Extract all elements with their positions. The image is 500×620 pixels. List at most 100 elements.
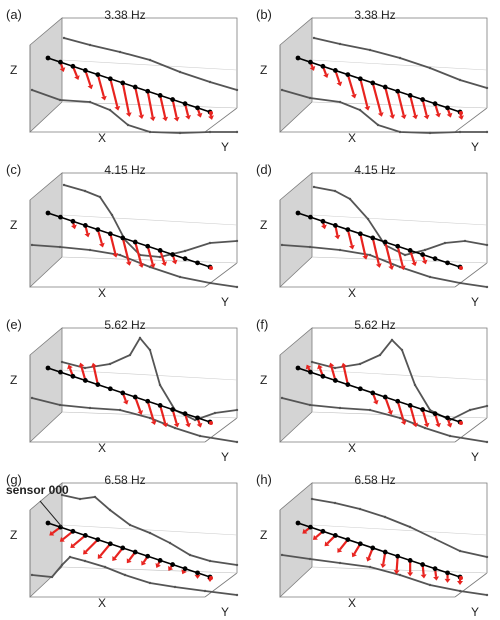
profile-node	[158, 383, 162, 387]
mode-arrow	[146, 91, 154, 118]
mode-arrow-head	[446, 422, 453, 428]
mode-arrow-head	[59, 536, 65, 542]
sensor-node	[82, 378, 88, 383]
profile-node	[428, 66, 432, 70]
profile-node	[103, 565, 107, 569]
profile-node	[108, 362, 112, 366]
profile-node	[428, 275, 432, 279]
profile-node	[235, 130, 239, 134]
bottom-profile-line	[31, 397, 238, 443]
profile-node	[50, 575, 54, 579]
sensor-node	[432, 101, 438, 107]
sensor-node	[308, 214, 313, 220]
profile-node	[108, 108, 112, 112]
mode-arrow-head	[125, 261, 132, 266]
profile-node	[398, 416, 402, 420]
z-axis-label: Z	[260, 373, 268, 387]
mode-arrow	[121, 82, 130, 114]
profile-node	[428, 131, 432, 135]
profile-node	[148, 531, 152, 535]
mid-guide-line	[311, 524, 488, 536]
mode-arrow-head	[365, 556, 372, 562]
sensor-node	[58, 214, 63, 220]
mode-arrow-head	[435, 422, 441, 428]
mode-arrow-head	[155, 563, 161, 568]
sensor-node	[157, 92, 163, 98]
sensor-end-marker	[209, 576, 213, 580]
back-wall	[29, 482, 63, 598]
mode-arrow	[80, 366, 87, 381]
sensor-node	[420, 97, 426, 102]
mode-plot	[29, 482, 239, 598]
profile-node	[88, 248, 92, 252]
mode-arrow-head	[74, 75, 80, 81]
sensor-node	[107, 386, 113, 392]
profile-node	[485, 285, 489, 289]
sensor-end-marker	[209, 111, 213, 115]
profile-node	[408, 525, 412, 529]
profile-node	[358, 507, 362, 511]
mode-arrow	[121, 237, 130, 263]
profile-node	[280, 396, 284, 400]
mode-arrow-head	[185, 422, 191, 428]
profile-node	[368, 48, 372, 52]
frequency-label: 3.38 Hz	[354, 8, 396, 22]
profile-node	[398, 573, 402, 577]
mode-arrow	[346, 74, 355, 95]
sensor-node	[420, 252, 426, 257]
box-floor-side	[204, 572, 238, 598]
y-axis-label: Y	[221, 295, 230, 309]
mode-arrow	[409, 95, 417, 116]
mode-arrow-head	[138, 114, 145, 119]
y-axis-label: Y	[471, 295, 480, 309]
mode-arrow-head	[125, 112, 132, 117]
sensor-node	[320, 373, 326, 379]
profile-node	[398, 56, 402, 60]
z-axis-label: Z	[10, 528, 18, 542]
mid-guide-line	[61, 59, 238, 71]
panel-label: (h)	[256, 472, 272, 487]
profile-node	[458, 130, 462, 134]
mode-arrow-head	[400, 420, 407, 426]
sensor-node	[45, 55, 51, 61]
mode-arrow	[134, 86, 143, 116]
back-wall	[29, 17, 63, 133]
profile-node	[312, 185, 316, 189]
profile-node	[458, 78, 462, 82]
mid-guide-line	[311, 369, 488, 381]
box-frame-top	[312, 327, 488, 418]
mode-arrow-head	[141, 560, 147, 566]
profile-node	[62, 183, 66, 187]
profile-node	[485, 404, 489, 408]
mode-arrow-head	[126, 558, 132, 564]
profile-node	[463, 239, 467, 243]
profile-node	[168, 541, 172, 545]
profile-node	[62, 36, 66, 40]
sensor-node	[295, 55, 301, 61]
top-profile-line	[63, 184, 238, 258]
profile-node	[148, 130, 152, 134]
mode-arrow-head	[161, 261, 167, 267]
mode-arrow-head	[149, 263, 156, 269]
sensor-node	[82, 533, 88, 538]
mode-arrow-head	[423, 114, 430, 120]
profile-node	[383, 515, 387, 519]
bottom-profile-line	[281, 244, 488, 288]
sensor-node	[157, 557, 163, 563]
sensor-node	[120, 390, 126, 396]
sensor-node	[182, 256, 188, 262]
mode-arrow	[109, 78, 119, 108]
sensor-node	[445, 570, 450, 576]
profile-node	[108, 508, 112, 512]
mode-arrow-head	[446, 112, 453, 118]
mode-arrow	[134, 396, 142, 412]
mode-arrow	[371, 82, 382, 114]
mode-arrow	[109, 233, 117, 255]
profile-node	[485, 593, 489, 597]
y-axis-label: Y	[221, 140, 230, 154]
y-axis-label: Y	[471, 605, 480, 619]
sensor-node	[107, 231, 113, 237]
profile-node	[58, 245, 62, 249]
mode-arrow	[371, 237, 380, 265]
mode-arrow-head	[457, 581, 463, 585]
